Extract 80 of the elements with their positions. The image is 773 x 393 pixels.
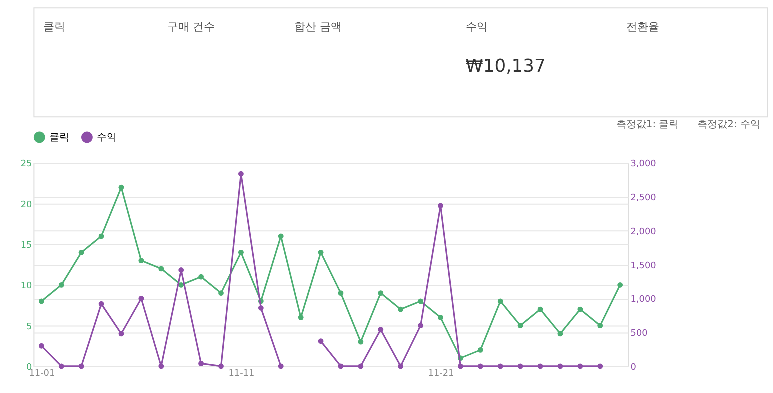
point: [58, 364, 64, 370]
point: [598, 364, 604, 370]
point: [378, 327, 384, 333]
point: [418, 323, 424, 328]
point: [338, 364, 344, 370]
point: [578, 364, 584, 370]
point: [518, 364, 524, 370]
text: ₩10,137: [466, 56, 546, 78]
y2-tick-label: 3,000: [630, 160, 657, 170]
point: [38, 298, 44, 304]
point: [318, 338, 324, 344]
point: [478, 364, 484, 370]
legend-label: 클릭: [50, 132, 70, 144]
y-tick-label: 20: [20, 200, 33, 210]
point: [98, 234, 104, 240]
point: [178, 268, 184, 273]
y2-tick-label: 2,500: [630, 194, 657, 204]
point: [438, 203, 444, 209]
point: [178, 282, 184, 288]
point: [318, 250, 324, 256]
point: [338, 290, 344, 296]
point: [298, 314, 304, 320]
point: [598, 323, 604, 328]
point: [398, 364, 404, 370]
text: 수익: [466, 20, 488, 34]
point: [218, 290, 224, 296]
point: [158, 364, 164, 370]
point: [398, 306, 404, 312]
text: 합산 금액: [294, 20, 342, 34]
point: [438, 314, 444, 320]
y-tick-label: 5: [26, 322, 32, 332]
point: [358, 339, 364, 345]
y-tick-label: 10: [20, 282, 33, 292]
point: [58, 282, 64, 288]
point: [538, 306, 544, 312]
y2-tick-label: 1,000: [630, 295, 657, 306]
text: 클릭: [44, 20, 66, 34]
point: [238, 250, 244, 256]
text: 측정값2: 수익: [698, 120, 760, 131]
point: [358, 364, 364, 370]
y2-tick-label: 500: [630, 329, 648, 340]
point: [218, 364, 224, 370]
y2-tick-label: 0: [630, 362, 637, 373]
text: 구매 건수: [167, 20, 215, 34]
point: [278, 234, 284, 240]
y2-tick-label: 2,000: [630, 227, 657, 238]
point: [378, 290, 384, 296]
y-tick-label: 25: [20, 160, 32, 170]
point: [138, 296, 144, 302]
point: [558, 364, 564, 370]
point: [78, 364, 84, 370]
legend-label: 수익: [97, 132, 118, 144]
text: 전환율: [626, 20, 660, 34]
point: [498, 298, 504, 304]
point: [258, 305, 264, 311]
point: [38, 343, 44, 349]
point: [98, 301, 104, 307]
point: [478, 347, 484, 353]
point: [458, 364, 464, 370]
point: [78, 250, 84, 256]
point: [578, 306, 584, 312]
point: [418, 298, 424, 304]
point: [518, 323, 524, 328]
point: [198, 274, 204, 280]
point: [618, 282, 624, 288]
y2-tick-label: 1,500: [630, 261, 657, 272]
text: 측정값1: 클릭: [616, 120, 680, 131]
point: [138, 258, 144, 264]
point: [558, 331, 564, 337]
point: [278, 364, 284, 370]
x-tick-label: 11-11: [228, 368, 255, 379]
point: [158, 266, 164, 272]
x-tick-label: 11-21: [428, 368, 454, 379]
point: [538, 364, 544, 370]
point: [238, 171, 244, 177]
point: [498, 364, 504, 370]
y-tick-label: 15: [20, 240, 32, 251]
point: [198, 361, 204, 366]
point: [118, 184, 124, 190]
point: [118, 331, 124, 337]
